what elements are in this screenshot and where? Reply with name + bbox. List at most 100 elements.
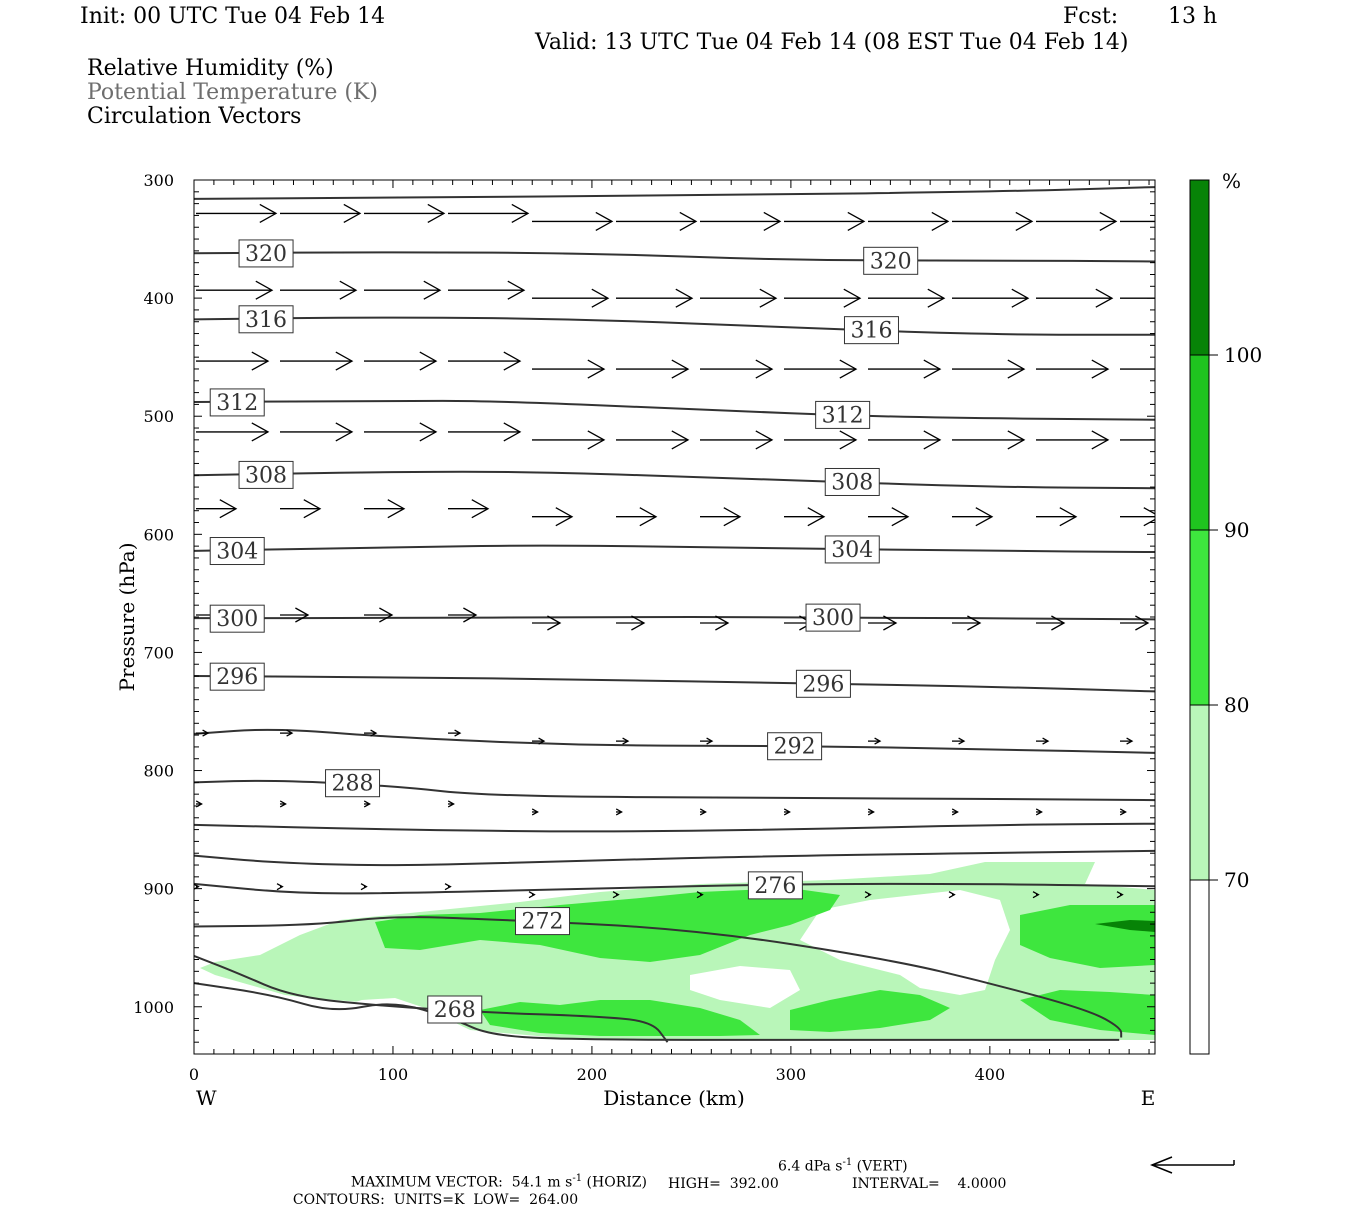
theta-contour-line	[194, 955, 669, 1043]
contour-label-box	[238, 305, 294, 334]
theta-contour-line	[194, 916, 1123, 1038]
circulation-vector-head	[423, 280, 442, 300]
y-tick-label: 300	[143, 171, 174, 190]
contour-label-box	[209, 662, 265, 691]
circulation-vectors	[194, 203, 1155, 899]
y-tick-label: 400	[143, 289, 174, 308]
circulation-vector-head	[471, 499, 490, 519]
contour-label: 288	[332, 772, 374, 797]
theta-contour-line	[194, 675, 1155, 693]
circulation-vector-head	[531, 808, 539, 816]
contour-label-box	[238, 460, 294, 489]
contour-label-box	[325, 769, 381, 798]
circulation-vector-head	[715, 615, 730, 631]
circulation-vector-head	[1051, 615, 1066, 631]
x-axis-title: Distance (km)	[603, 1086, 745, 1110]
field-rh: Relative Humidity (%)	[87, 56, 334, 81]
colorbar: % 100 90 80 70	[1189, 169, 1262, 1055]
contours-low: LOW= 264.00	[473, 1192, 579, 1208]
contour-labels: 320 320 316 316 312 312 308 308 304 304 300 300 296 2…	[209, 239, 919, 1024]
circulation-vector-head	[1116, 891, 1124, 899]
x-tick-label: 400	[975, 1065, 1006, 1084]
circulation-vector-head	[1011, 288, 1030, 308]
contour-label: 300	[216, 607, 258, 632]
rh-dry-pocket	[330, 998, 470, 1040]
rh-dry-pocket-3	[690, 966, 800, 1008]
max-horiz: 54.1 m s	[511, 1174, 573, 1191]
contour-label: 312	[216, 391, 258, 416]
contour-label-box	[427, 995, 483, 1024]
contour-label: 308	[245, 463, 287, 488]
y-tick-label: 1000	[133, 998, 174, 1017]
circulation-vector-head	[755, 430, 774, 450]
circulation-vector-head	[447, 800, 455, 808]
circulation-vector-head	[335, 422, 354, 442]
circulation-vector-head	[419, 351, 438, 371]
colorbar-below-70	[1189, 879, 1210, 1055]
circulation-vector-head	[639, 507, 658, 527]
rh-90-region	[1095, 920, 1155, 932]
rh-shading	[200, 862, 1155, 1040]
circulation-vector-head	[1042, 737, 1050, 745]
max-vert: 6.4 dPa s-1 (VERT)	[778, 1157, 908, 1175]
circulation-vector-head	[259, 203, 278, 224]
circulation-vector-head	[615, 808, 623, 816]
circulation-vector-head	[511, 203, 530, 224]
circulation-vector-head	[547, 615, 562, 631]
circulation-vector-head	[679, 211, 698, 232]
y-tick-label: 800	[143, 762, 174, 781]
theta-contour-line	[194, 399, 1155, 421]
circulation-vector-head	[759, 288, 778, 308]
contour-label: 312	[822, 403, 864, 428]
colorbar-unit: %	[1222, 169, 1241, 193]
theta-contour-line	[194, 822, 1155, 833]
circulation-vector-head	[891, 507, 910, 527]
circulation-vector-head	[1007, 430, 1026, 450]
circulation-vector-head	[343, 203, 362, 224]
theta-contour-line	[194, 849, 1155, 867]
circulation-vector-head	[276, 883, 284, 891]
circulation-vector-head	[503, 422, 522, 442]
contour-label: 268	[434, 998, 476, 1023]
theta-contours	[194, 186, 1155, 1043]
contour-label: 272	[522, 910, 564, 935]
contours-units: UNITS=K	[393, 1192, 465, 1208]
theta-contour-line	[194, 982, 1120, 1041]
theta-contour-line	[194, 728, 1155, 754]
circulation-vector-head	[587, 359, 606, 379]
contours-info: CONTOURS: UNITS=K LOW= 264.00	[284, 1176, 578, 1208]
theta-contour-line	[194, 779, 1155, 802]
contour-label-box	[795, 669, 851, 698]
circulation-vector-head	[202, 729, 210, 737]
circulation-vector-head	[370, 729, 378, 737]
y-tick-label: 700	[143, 643, 174, 662]
circulation-vector-head	[339, 280, 358, 300]
colorbar-80	[1189, 529, 1210, 706]
colorbar-90	[1189, 354, 1210, 531]
circulation-vector-head	[1015, 211, 1034, 232]
rh-dry-pocket-2	[800, 890, 1010, 995]
circulation-vector-head	[1126, 737, 1134, 745]
init-time: Init: 00 UTC Tue 04 Feb 14	[80, 4, 386, 29]
contour-label-box	[805, 603, 861, 632]
west-label: W	[196, 1086, 217, 1110]
colorbar-label-80: 80	[1224, 693, 1249, 717]
max-vector-label: MAXIMUM VECTOR:	[350, 1174, 503, 1191]
contour-label: 292	[774, 735, 816, 760]
circulation-vector-head	[958, 737, 966, 745]
contour-label: 304	[216, 540, 258, 565]
circulation-vector-head	[622, 737, 630, 745]
circulation-vector-head	[1091, 359, 1110, 379]
circulation-vector-head	[699, 808, 707, 816]
circulation-vector-head	[286, 729, 294, 737]
contours-interval: INTERVAL= 4.0000	[852, 1176, 1007, 1192]
circulation-vector-head	[671, 430, 690, 450]
circulation-vector-head	[379, 607, 394, 623]
theta-contour-line	[194, 882, 1155, 895]
circulation-vector-head	[360, 883, 368, 891]
circulation-vector-head	[723, 507, 742, 527]
colorbar-70	[1189, 704, 1210, 881]
circulation-vector-head	[335, 351, 354, 371]
theta-contour-line	[194, 186, 1155, 200]
